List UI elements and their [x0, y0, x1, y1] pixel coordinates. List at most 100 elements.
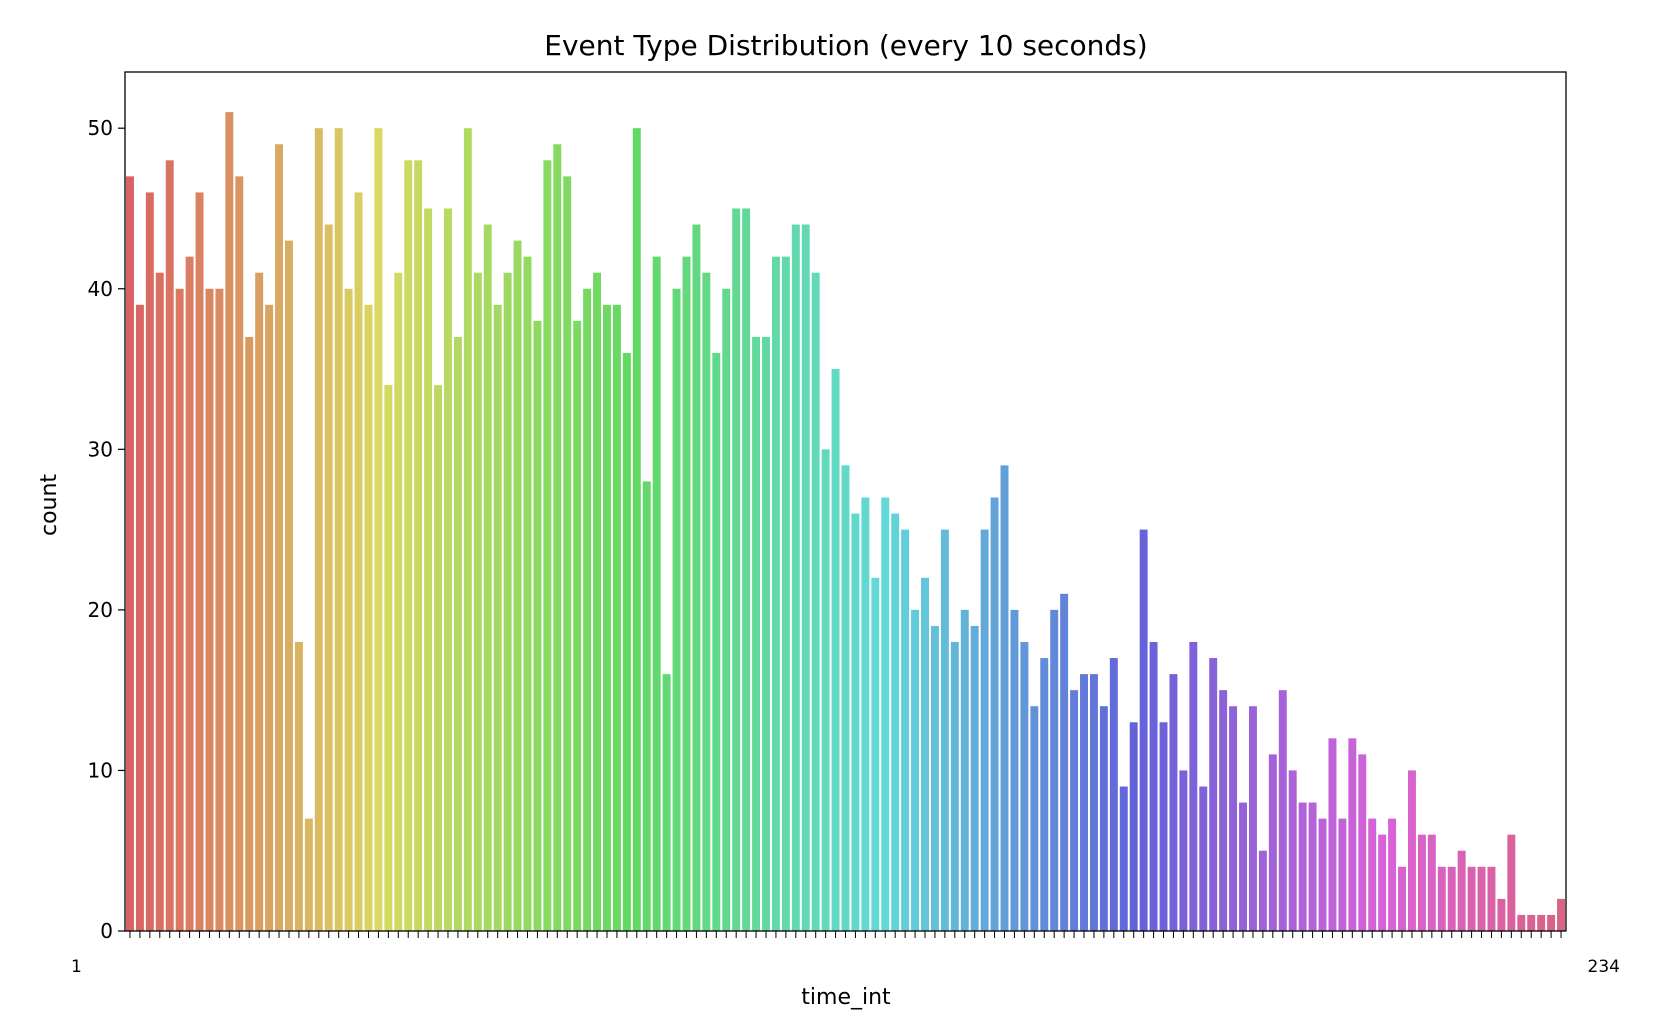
bar: [523, 256, 532, 931]
bar: [334, 128, 343, 931]
bar: [1129, 722, 1138, 931]
y-axis: 0 10 20 30 40 50: [88, 116, 125, 943]
bar: [1209, 658, 1218, 931]
bar: [1537, 914, 1546, 931]
bar: [1040, 658, 1049, 931]
bar: [1189, 641, 1198, 931]
bar: [980, 529, 989, 931]
plot-frame: [124, 71, 1567, 932]
bar: [1447, 866, 1456, 931]
bar: [1437, 866, 1446, 931]
bar: [215, 288, 224, 931]
bar: [463, 128, 472, 931]
bar: [990, 497, 999, 931]
bar: [871, 577, 880, 931]
bar: [1328, 738, 1337, 931]
bar: [930, 625, 939, 931]
bar: [1219, 690, 1228, 931]
bar: [692, 224, 701, 931]
bar: [1547, 914, 1556, 931]
bar: [1427, 834, 1436, 931]
bar: [652, 256, 661, 931]
bar: [1248, 706, 1257, 931]
bar: [294, 641, 303, 931]
bar: [225, 112, 234, 931]
bar: [940, 529, 949, 931]
x-tick-label-first: 1: [71, 957, 82, 977]
bar: [1527, 914, 1536, 931]
bar: [672, 288, 681, 931]
bar: [503, 272, 512, 931]
bar: [841, 465, 850, 931]
bar: [1497, 898, 1506, 931]
bar: [682, 256, 691, 931]
bar: [424, 208, 433, 932]
bar: [1517, 914, 1526, 931]
bar: [145, 192, 154, 932]
bar: [622, 352, 631, 932]
bar: [1348, 738, 1357, 931]
bar: [1477, 866, 1486, 931]
bar: [642, 481, 651, 931]
bar: [791, 224, 800, 931]
bar: [394, 272, 403, 931]
bar: [563, 176, 572, 932]
bar: [1159, 722, 1168, 931]
bar: [781, 256, 790, 931]
bar: [255, 272, 264, 931]
bar: [265, 304, 274, 931]
bar: [662, 674, 671, 931]
bar: [911, 609, 920, 931]
bar: [603, 304, 611, 931]
bar: [1149, 641, 1158, 931]
bar: [1179, 770, 1188, 931]
bar: [314, 128, 323, 931]
bar: [1487, 866, 1496, 931]
bar: [573, 320, 582, 931]
bar: [821, 449, 830, 931]
bar: [543, 160, 552, 931]
bar: [960, 609, 969, 931]
bar: [861, 497, 870, 931]
bar: [851, 513, 860, 931]
bar: [1338, 818, 1347, 931]
bar: [364, 304, 373, 931]
bar: [185, 256, 194, 931]
bar: [155, 272, 164, 931]
bar: [891, 513, 900, 931]
bar: [434, 385, 443, 932]
bar: [165, 160, 174, 931]
bar: [1080, 674, 1088, 931]
bar: [1089, 674, 1098, 931]
bar: [702, 272, 711, 931]
bar: [175, 288, 184, 931]
y-tick-label: 10: [88, 758, 113, 782]
bar: [473, 272, 482, 931]
bar: [901, 529, 910, 931]
bar: [1378, 834, 1387, 931]
bar: [1099, 706, 1108, 931]
bar: [453, 336, 462, 931]
bar: [1258, 850, 1267, 931]
bar: [1308, 802, 1317, 931]
bar: [135, 304, 144, 931]
bar: [1467, 866, 1476, 931]
bar: [344, 288, 353, 931]
bar: [1457, 850, 1466, 931]
bar: [583, 288, 592, 931]
y-tick-label: 40: [88, 277, 113, 301]
bar: [1119, 786, 1128, 931]
bar: [205, 288, 214, 931]
bar: [1358, 754, 1367, 931]
bar: [1278, 690, 1287, 931]
bar: [1109, 658, 1118, 931]
bar: [1417, 834, 1426, 931]
bar: [1288, 770, 1297, 931]
bar: [881, 497, 890, 931]
x-tick-label-last: 234: [1588, 957, 1620, 977]
bar: [593, 272, 602, 931]
bar: [493, 304, 502, 931]
bar: [1407, 770, 1416, 931]
bar: [831, 369, 840, 931]
bar: [722, 288, 731, 931]
